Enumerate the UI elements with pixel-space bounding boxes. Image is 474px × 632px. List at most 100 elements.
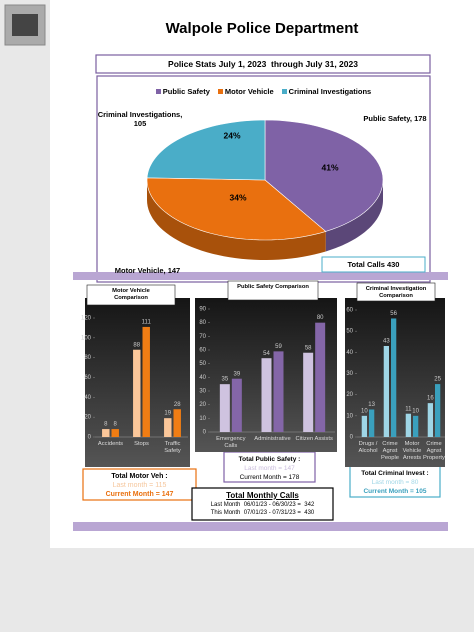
x-tick-label: Motor Vehicle Arrests <box>402 441 422 461</box>
legend-item: Motor Vehicle <box>217 87 274 96</box>
data-label: 13 <box>368 402 375 408</box>
data-label: 111 <box>142 320 152 326</box>
data-label: Public Safety, 178 <box>363 114 427 123</box>
y-tick-label: 20 <box>199 402 206 408</box>
legend-swatch <box>217 89 223 94</box>
bar <box>435 384 441 437</box>
x-tick-label: Crime Agnst People <box>380 441 400 461</box>
x-tick-label: Stops <box>134 441 149 447</box>
y-tick-label: 20 <box>346 392 353 398</box>
y-tick-label: 10 <box>199 416 206 422</box>
pie-slice <box>146 119 266 181</box>
subtitle-box <box>95 54 431 74</box>
bar <box>413 415 419 437</box>
bar <box>173 409 181 437</box>
y-tick-label: 0 <box>88 435 92 441</box>
bar <box>361 415 367 437</box>
bar <box>427 403 433 437</box>
subtitle: Police Stats July 1, 2023 through July 3… <box>168 59 358 69</box>
summary-current: Current Month = 147 <box>105 491 174 498</box>
bar <box>231 378 242 432</box>
bar <box>369 409 375 437</box>
total-calls: Total Calls 430 <box>322 260 425 269</box>
legend-label: Motor Vehicle <box>224 87 274 96</box>
y-tick-label: 90 <box>199 307 206 313</box>
x-tick-label: Accidents <box>97 441 124 447</box>
summary-title: Total Public Safety : <box>238 456 301 463</box>
percent-label: 34% <box>229 192 246 202</box>
data-label: 10 <box>412 408 419 414</box>
legend: Public Safety Motor Vehicle Criminal Inves… <box>97 87 430 96</box>
data-label: 88 <box>133 342 140 348</box>
y-tick-label: 50 <box>199 361 206 367</box>
total-calls-value: 430 <box>386 260 400 269</box>
percent-label: 24% <box>223 130 240 140</box>
legend-label: Public Safety <box>162 87 210 96</box>
data-label: 25 <box>434 377 441 383</box>
y-tick-label: 20 <box>84 415 91 421</box>
summary-title: Total Criminal Invest : <box>361 470 429 477</box>
summary-box <box>349 465 441 498</box>
monthly-totals-last: Last Month 06/01/23 - 06/30/23 = 342 <box>210 502 315 508</box>
thumbnail-image <box>12 14 38 36</box>
data-label: Criminal Investigations, 105 <box>97 110 183 128</box>
x-tick-label: Traffic Safety <box>164 441 181 454</box>
chart-title-box <box>227 280 319 301</box>
monthly-totals-box <box>191 487 334 521</box>
percent-label: 41% <box>321 162 338 172</box>
data-label: 35 <box>221 377 228 383</box>
y-tick-label: 120 <box>81 316 92 322</box>
pie-slice-side <box>325 180 383 252</box>
bar <box>273 351 284 432</box>
data-label: 58 <box>305 345 312 351</box>
legend-item: Criminal Investigations <box>281 87 371 96</box>
pie-slice <box>146 177 327 241</box>
bar <box>405 413 411 437</box>
data-label: 10 <box>361 408 368 414</box>
summary-current: Current Month = 105 <box>363 488 427 495</box>
chart-title-box <box>86 284 176 306</box>
y-tick-label: 100 <box>81 335 92 341</box>
x-tick-label: Crime Agnst Property <box>423 441 445 461</box>
bar <box>102 429 110 437</box>
summary-last: Last month = 115 <box>112 482 167 489</box>
bar <box>164 418 172 437</box>
y-tick-label: 60 <box>199 348 206 354</box>
total-calls-label: Total Calls <box>347 260 385 269</box>
data-label: 28 <box>174 402 181 408</box>
data-label: 56 <box>390 311 397 317</box>
monthly-totals-this: This Month 07/01/23 - 07/31/23 = 430 <box>210 510 315 516</box>
pie-slice-side <box>147 180 326 260</box>
y-tick-label: 60 <box>84 375 91 381</box>
data-label: 43 <box>383 339 390 345</box>
title: Walpole Police Department <box>165 20 359 37</box>
chart-title: Motor Vehicle Comparison <box>112 288 150 301</box>
data-label: 19 <box>164 411 171 417</box>
summary-box <box>82 468 197 501</box>
chart-title-box <box>356 282 436 302</box>
data-label: 11 <box>405 406 412 412</box>
monthly-totals-title: Total Monthly Calls <box>226 491 299 500</box>
bar <box>315 322 326 432</box>
data-label: 16 <box>427 396 434 402</box>
data-label: 80 <box>317 315 324 321</box>
y-tick-label: 30 <box>199 389 206 395</box>
y-tick-label: 0 <box>203 430 207 436</box>
data-label: 54 <box>263 351 270 357</box>
data-label: 59 <box>275 344 282 350</box>
summary-last: Last month = 147 <box>244 465 295 472</box>
bar <box>303 352 314 432</box>
summary-last: Last month = 80 <box>371 479 419 486</box>
bar <box>111 429 119 437</box>
y-tick-label: 40 <box>346 350 353 356</box>
summary-current: Current Month = 178 <box>239 474 300 481</box>
x-tick-label: Emergency Calls <box>216 436 246 449</box>
x-tick-label: Citizen Assists <box>295 436 333 442</box>
data-label: 8 <box>114 422 118 428</box>
data-label: 39 <box>233 371 240 377</box>
data-label: Motor Vehicle, 147 <box>114 266 181 275</box>
bar <box>261 358 272 432</box>
chart-title: Public Safety Comparison <box>237 284 309 290</box>
